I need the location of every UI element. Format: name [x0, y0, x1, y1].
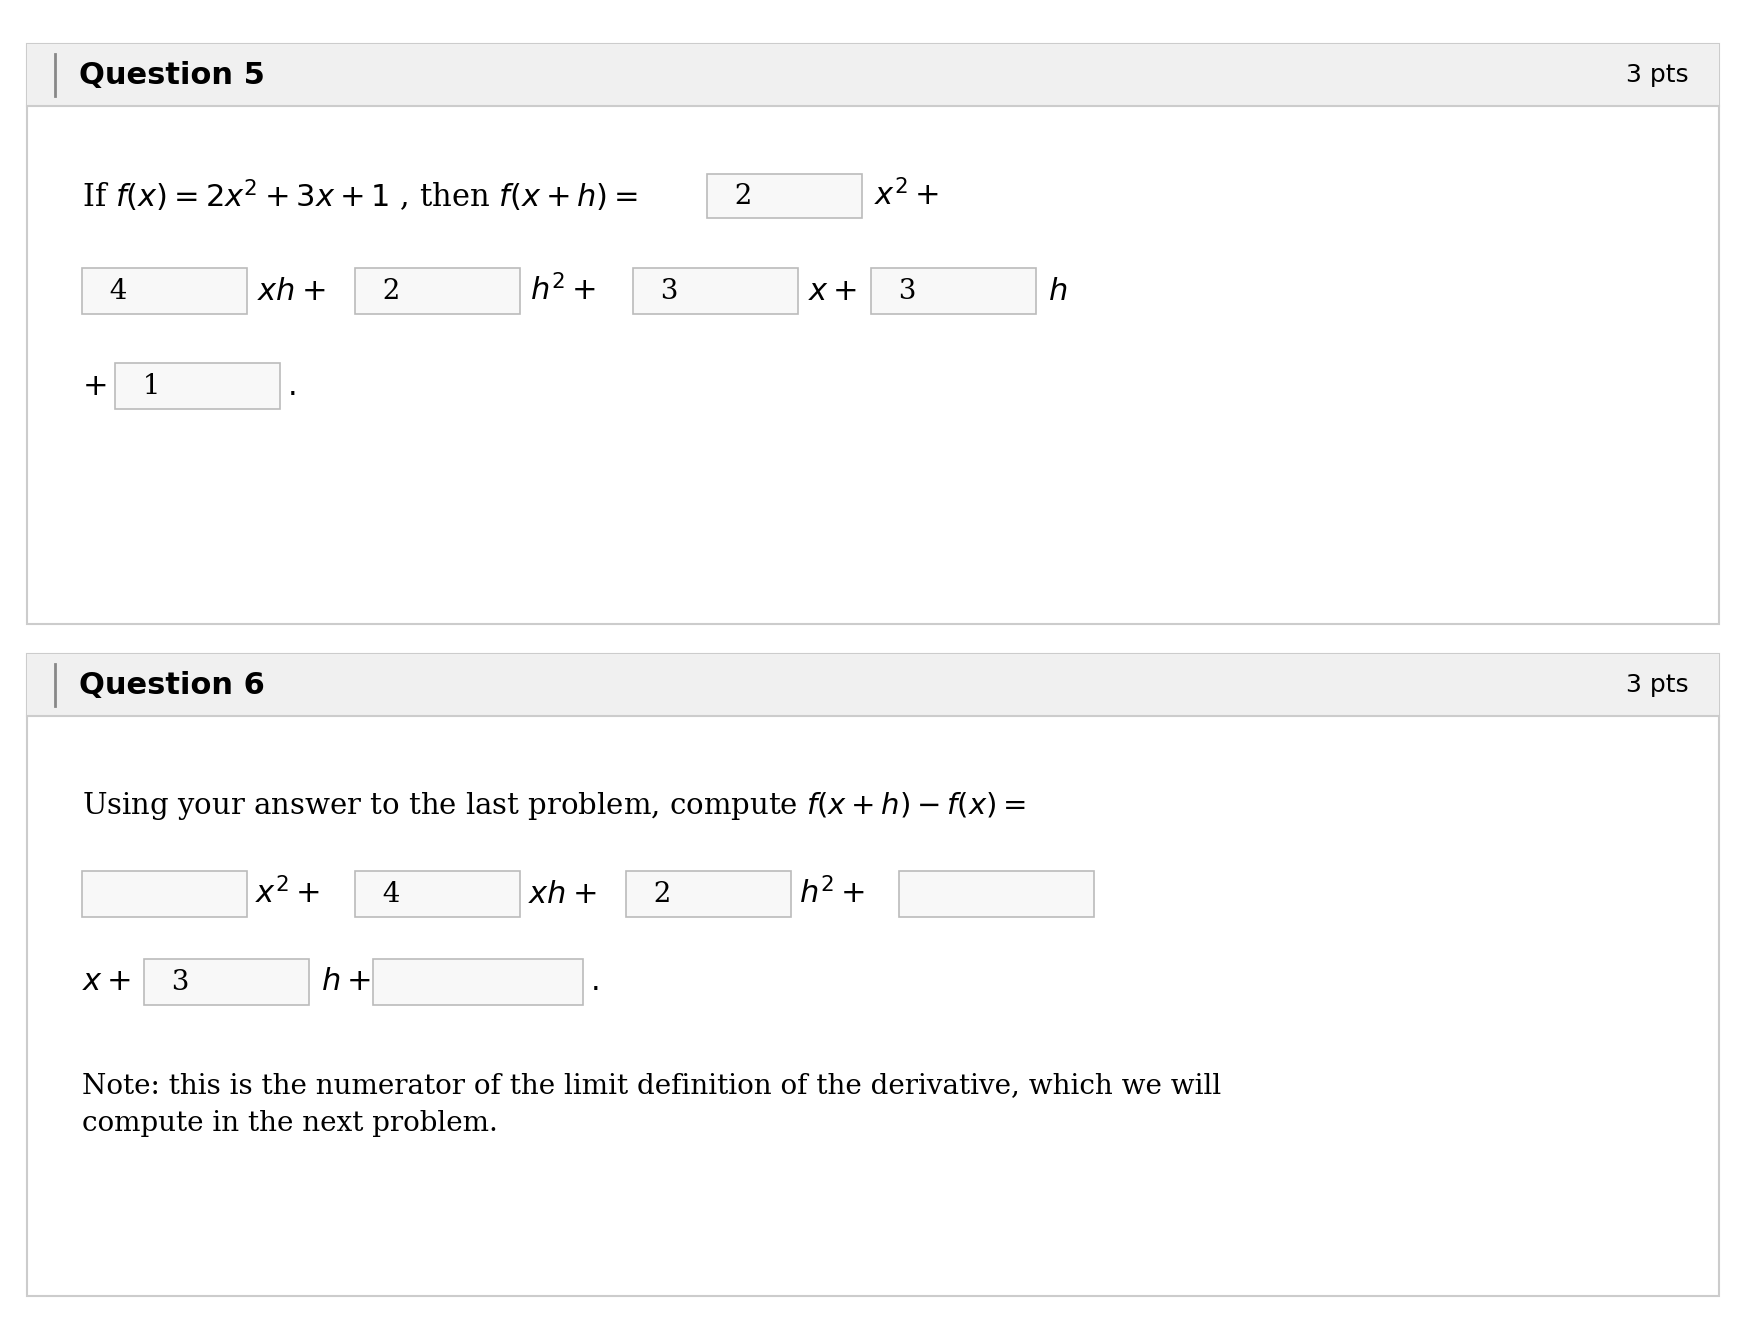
Text: 3: 3: [154, 968, 189, 996]
Text: 3: 3: [643, 278, 679, 305]
FancyBboxPatch shape: [26, 44, 1720, 624]
Text: $x+$: $x+$: [808, 275, 857, 306]
FancyBboxPatch shape: [627, 871, 791, 918]
Text: 3 pts: 3 pts: [1626, 673, 1688, 696]
FancyBboxPatch shape: [374, 959, 583, 1005]
Text: $xh+$: $xh+$: [527, 879, 597, 910]
Text: compute in the next problem.: compute in the next problem.: [82, 1110, 498, 1137]
Text: $x^2+$: $x^2+$: [875, 180, 939, 212]
FancyBboxPatch shape: [26, 654, 1720, 1296]
Text: $h^2+$: $h^2+$: [800, 878, 866, 911]
Text: Question 5: Question 5: [79, 61, 265, 90]
Text: 3: 3: [882, 278, 917, 305]
Text: .: .: [288, 372, 297, 400]
Text: 2: 2: [718, 183, 753, 209]
Text: $xh+$: $xh+$: [257, 275, 325, 306]
Text: $+$: $+$: [82, 371, 107, 401]
FancyBboxPatch shape: [707, 173, 863, 218]
Text: Note: this is the numerator of the limit definition of the derivative, which we : Note: this is the numerator of the limit…: [82, 1072, 1220, 1099]
FancyBboxPatch shape: [634, 267, 798, 314]
FancyBboxPatch shape: [115, 363, 279, 409]
Text: 4: 4: [93, 278, 127, 305]
Text: 1: 1: [126, 372, 161, 400]
Text: 3 pts: 3 pts: [1626, 64, 1688, 87]
Text: $x^2+$: $x^2+$: [255, 878, 320, 911]
FancyBboxPatch shape: [26, 654, 1720, 716]
Text: $h^2+$: $h^2+$: [531, 275, 597, 307]
Text: .: .: [590, 968, 601, 997]
Text: 2: 2: [365, 278, 400, 305]
FancyBboxPatch shape: [143, 959, 309, 1005]
FancyBboxPatch shape: [871, 267, 1035, 314]
Text: If $f\left(x\right)=2x^2+3x+1$ , then $f\left(x+h\right)=$: If $f\left(x\right)=2x^2+3x+1$ , then $f…: [82, 177, 637, 214]
FancyBboxPatch shape: [82, 267, 246, 314]
Text: $h$: $h$: [1048, 275, 1067, 306]
Text: 4: 4: [365, 880, 400, 907]
Text: $x+$: $x+$: [82, 967, 131, 997]
Text: Question 6: Question 6: [79, 670, 265, 699]
FancyBboxPatch shape: [26, 44, 1720, 106]
FancyBboxPatch shape: [899, 871, 1095, 918]
FancyBboxPatch shape: [354, 871, 520, 918]
Text: Using your answer to the last problem, compute $f\left(x+h\right)-f\left(x\right: Using your answer to the last problem, c…: [82, 790, 1027, 822]
Text: $h+$: $h+$: [321, 967, 370, 997]
Text: 2: 2: [636, 880, 672, 907]
FancyBboxPatch shape: [354, 267, 520, 314]
FancyBboxPatch shape: [82, 871, 246, 918]
